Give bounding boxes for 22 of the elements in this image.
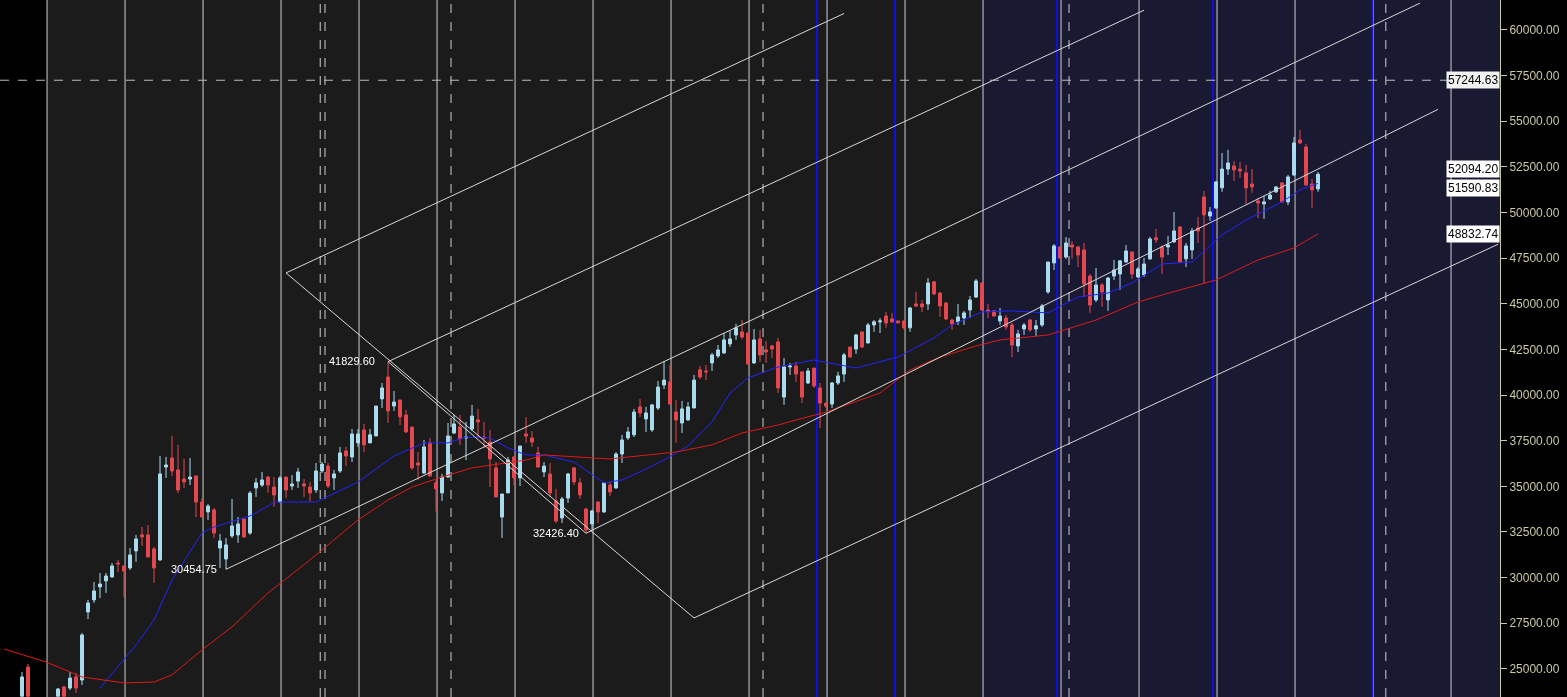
y-tick-label: 47500.00 (1509, 251, 1560, 266)
y-tick-label: 42500.00 (1509, 342, 1560, 357)
annotation: 52094.20 (1448, 162, 1499, 176)
y-tick-label: 27500.00 (1509, 616, 1560, 631)
y-tick-label: 30000.00 (1509, 570, 1560, 585)
y-tick-label: 60000.00 (1509, 23, 1560, 38)
y-tick-label: 37500.00 (1509, 433, 1560, 448)
annotation: 32426.40 (533, 527, 579, 539)
annotation: 48832.74 (1448, 227, 1499, 241)
y-tick-label: 40000.00 (1509, 388, 1560, 403)
y-tick-label: 25000.00 (1509, 662, 1560, 677)
y-tick-label: 35000.00 (1509, 479, 1560, 494)
annotation: 41829.60 (329, 355, 375, 367)
y-tick-label: 32500.00 (1509, 525, 1560, 540)
y-tick-label: 45000.00 (1509, 296, 1560, 311)
annotation: 51590.83 (1448, 181, 1499, 195)
y-tick-label: 55000.00 (1509, 114, 1560, 129)
annotation: 30454.75 (171, 563, 217, 575)
ref-line-label: 57244.63 (1448, 73, 1499, 87)
y-tick-label: 52500.00 (1509, 160, 1560, 175)
y-tick-label: 57500.00 (1509, 68, 1560, 83)
y-tick-label: 50000.00 (1509, 205, 1560, 220)
